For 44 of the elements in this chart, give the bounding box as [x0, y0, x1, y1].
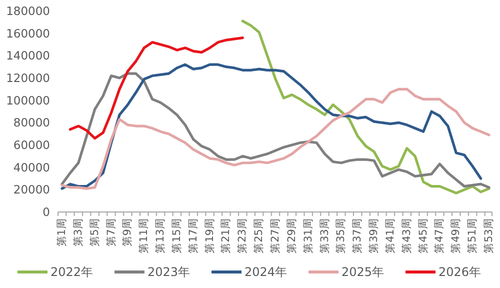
x-tick-label: 第31周 — [302, 218, 314, 254]
x-tick-label: 第39周 — [368, 218, 380, 254]
x-tick-label: 第53周 — [483, 218, 495, 254]
x-tick-label: 第29周 — [286, 218, 298, 254]
x-tick-label: 第17周 — [187, 218, 200, 254]
x-tick-label: 第3周 — [72, 218, 84, 247]
x-tick-label: 第25周 — [253, 218, 266, 254]
x-tick-label: 第19周 — [204, 218, 216, 254]
x-tick-label: 第41周 — [384, 218, 396, 254]
legend-label: 2022年 — [50, 265, 94, 280]
x-tick-label: 第7周 — [105, 218, 118, 247]
y-tick-label: 180000 — [6, 4, 50, 18]
line-series — [241, 20, 490, 194]
x-tick-label: 第11周 — [138, 218, 150, 254]
y-tick-label: 40000 — [13, 160, 50, 174]
x-tick-label: 第49周 — [450, 218, 462, 254]
y-tick-label: 60000 — [13, 138, 50, 152]
line-series — [68, 36, 244, 140]
legend-label: 2026年 — [438, 265, 482, 280]
x-tick-label: 第45周 — [417, 218, 430, 254]
y-tick-label: 80000 — [13, 116, 50, 130]
y-tick-label: 100000 — [6, 93, 50, 108]
x-tick-label: 第23周 — [236, 218, 249, 254]
y-tick-label: 120000 — [6, 71, 50, 86]
x-tick-label: 第43周 — [400, 218, 413, 254]
x-tick-label: 第9周 — [122, 218, 134, 247]
x-tick-label: 第13周 — [154, 218, 167, 254]
legend-label: 2023年 — [148, 265, 190, 280]
x-tick-label: 第15周 — [170, 218, 183, 254]
x-tick-label: 第35周 — [335, 218, 348, 254]
x-tick-label: 第27周 — [270, 218, 282, 254]
y-tick-label: 160000 — [6, 26, 50, 40]
y-tick-label: 20000 — [13, 182, 50, 197]
legend-label: 2025年 — [342, 265, 384, 280]
x-tick-label: 第51周 — [466, 218, 479, 254]
x-tick-label: 第37周 — [352, 218, 364, 254]
x-tick-label: 第5周 — [88, 218, 101, 247]
x-tick-label: 第33周 — [318, 218, 331, 254]
x-tick-label: 第1周 — [56, 218, 68, 247]
y-tick-label: 140000 — [6, 48, 50, 63]
x-tick-label: 第21周 — [220, 218, 232, 254]
legend-label: 2024年 — [244, 265, 288, 280]
x-tick-label: 第47周 — [434, 218, 446, 254]
y-tick-label: 0 — [42, 205, 50, 220]
